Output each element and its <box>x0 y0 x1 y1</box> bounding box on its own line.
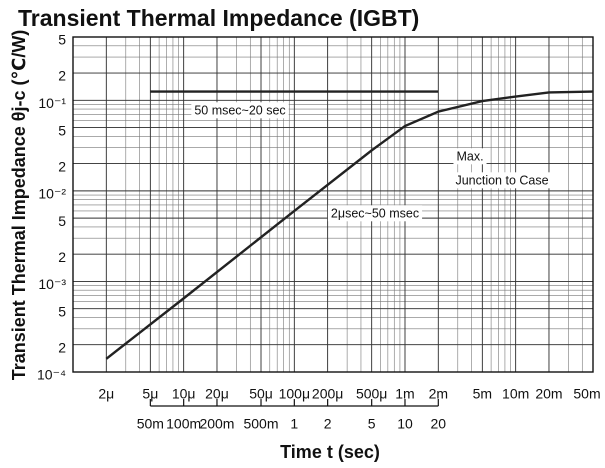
annotation: 2μsec~50 msec <box>331 206 419 220</box>
annotation-bg <box>327 205 423 222</box>
x-tick-label: 20μ <box>205 386 229 402</box>
x2-tick-label: 1 <box>290 416 298 432</box>
x-tick-label: 10m <box>502 386 529 402</box>
y-tick-label: 5 <box>58 122 66 138</box>
annotation: Max. <box>456 149 483 163</box>
x2-tick-label: 10 <box>397 416 413 432</box>
y-tick-label: 5 <box>58 213 66 229</box>
y-tick-label: 10⁻¹ <box>38 95 66 111</box>
x-tick-label: 1m <box>395 386 414 402</box>
y-tick-label: 2 <box>58 158 66 174</box>
x-tick-label: 200μ <box>312 386 343 402</box>
x2-tick-label: 2 <box>324 416 332 432</box>
y-tick-label: 2 <box>58 339 66 355</box>
y-tick-label: 5 <box>58 32 66 48</box>
x-tick-label: 5m <box>473 386 492 402</box>
x-tick-label: 500μ <box>356 386 387 402</box>
y-tick-label: 10⁻² <box>38 186 66 202</box>
x2-tick-label: 5 <box>368 416 376 432</box>
x-tick-label: 50μ <box>249 386 273 402</box>
annotation: 50 msec~20 sec <box>194 103 285 117</box>
x-tick-label: 5μ <box>142 386 158 402</box>
annotation-bg <box>452 172 552 189</box>
x-tick-label: 2m <box>429 386 448 402</box>
x-tick-label: 100μ <box>279 386 310 402</box>
x2-tick-label: 50m <box>137 416 164 432</box>
x2-tick-label: 500m <box>243 416 278 432</box>
x2-tick-label: 20 <box>431 416 447 432</box>
x-tick-label: 10μ <box>172 386 196 402</box>
y-tick-label: 10⁻³ <box>38 276 66 292</box>
x-tick-label: 20m <box>535 386 562 402</box>
data-line <box>105 90 594 360</box>
y-axis-title: Transient Thermal Impedance θj-c (℃/W) <box>9 30 29 381</box>
annotation: Junction to Case <box>455 173 548 187</box>
x-axis-title: Time t (sec) <box>280 442 380 462</box>
annotation-bg <box>191 102 289 119</box>
y-tick-label: 2 <box>58 249 66 265</box>
x2-tick-label: 100m <box>166 416 201 432</box>
x-tick-label: 50m <box>573 386 600 402</box>
annotation-bg <box>453 148 487 165</box>
chart-title: Transient Thermal Impedance (IGBT) <box>18 5 419 31</box>
y-tick-label: 10⁻⁴ <box>37 367 66 383</box>
plot-frame <box>72 36 594 373</box>
x2-tick-label: 200m <box>199 416 234 432</box>
y-tick-label: 2 <box>58 68 66 84</box>
y-tick-label: 5 <box>58 303 66 319</box>
x-tick-label: 2μ <box>98 386 114 402</box>
